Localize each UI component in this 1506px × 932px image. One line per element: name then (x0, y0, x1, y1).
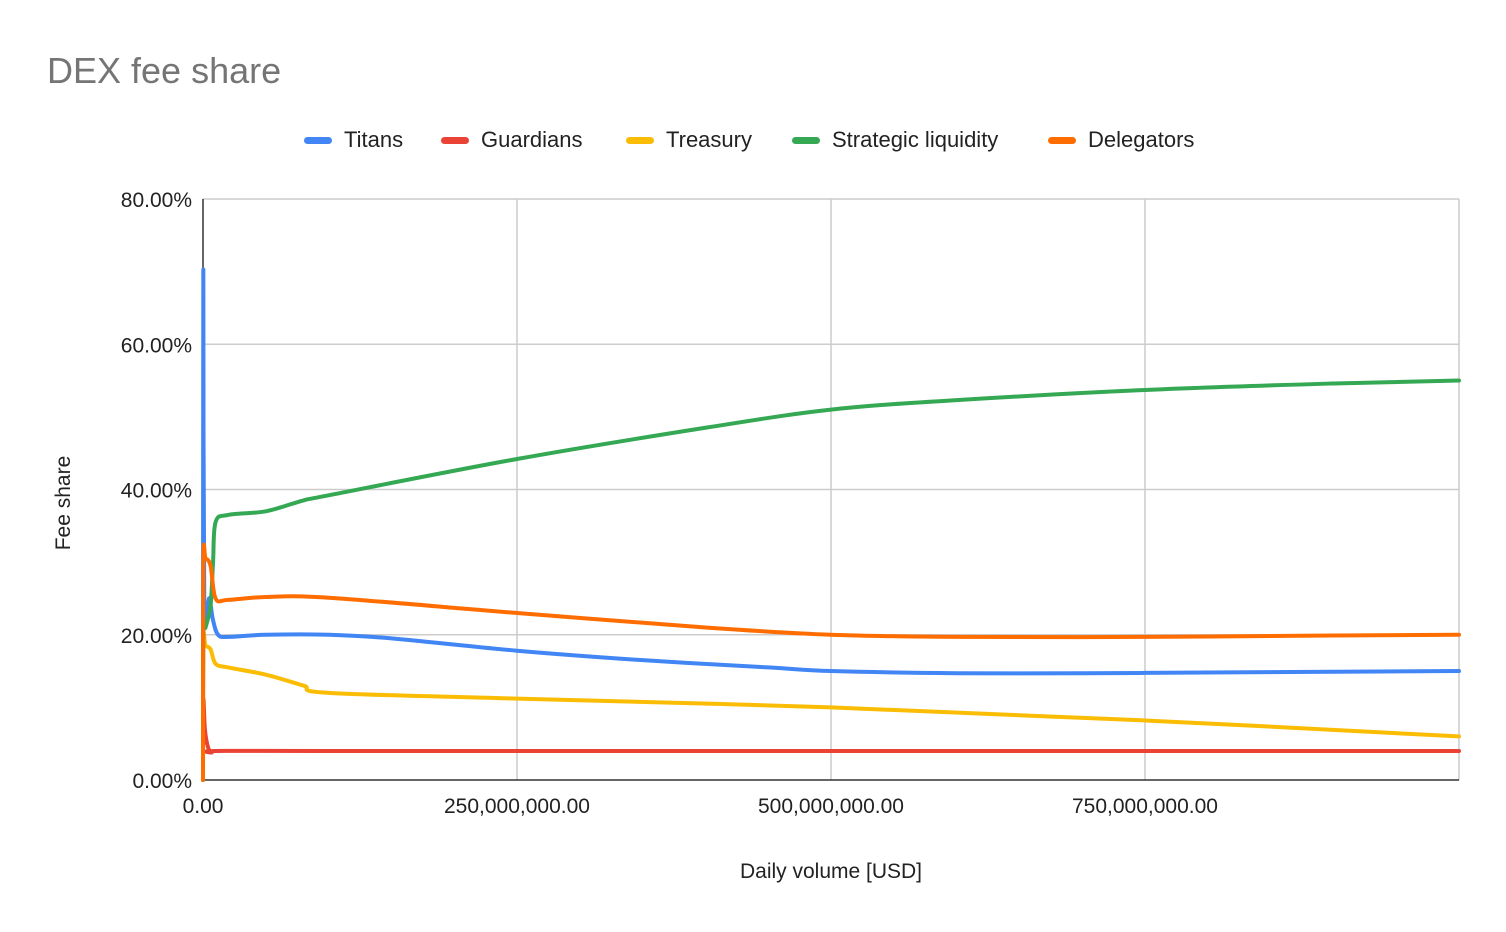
x-axis-title: Daily volume [USD] (740, 860, 922, 883)
legend-item-titans[interactable]: Titans (304, 124, 403, 156)
y-tick-label: 80.00% (121, 189, 192, 212)
y-tick-label: 40.00% (121, 480, 192, 503)
legend-item-guardians[interactable]: Guardians (441, 124, 583, 156)
legend-swatch (1048, 136, 1076, 144)
legend: Titans Guardians Treasury Strategic liquidi… (0, 124, 1506, 156)
chart-title: DEX fee share (47, 50, 282, 91)
legend-swatch (626, 136, 654, 144)
legend-item-delegators[interactable]: Delegators (1048, 124, 1194, 156)
legend-label: Guardians (481, 127, 583, 152)
grid-lines (203, 198, 1460, 780)
legend-swatch (304, 136, 332, 144)
legend-swatch (792, 136, 820, 144)
legend-label: Treasury (666, 127, 752, 152)
x-tick-label: 0.00 (183, 795, 224, 818)
x-tick-label: 500,000,000.00 (758, 795, 904, 818)
series-line-titans (201, 267, 1461, 782)
legend-item-treasury[interactable]: Treasury (626, 124, 752, 156)
series-line-delegators (201, 542, 1461, 782)
y-tick-label: 0.00% (132, 770, 192, 793)
series-line-treasury (201, 630, 1461, 782)
y-tick-label: 20.00% (121, 625, 192, 648)
legend-swatch (441, 136, 469, 144)
tick-labels: 0.00% 20.00% 40.00% 60.00% 80.00% 0.00 250,000… (121, 189, 1218, 818)
legend-label: Strategic liquidity (832, 127, 999, 152)
y-axis-title: Fee share (52, 456, 75, 551)
series-lines (201, 267, 1461, 782)
series-line-strategic-liquidity (201, 378, 1461, 782)
legend-item-strategic-liquidity[interactable]: Strategic liquidity (792, 124, 998, 156)
legend-label: Delegators (1088, 127, 1195, 152)
y-tick-label: 60.00% (121, 334, 192, 357)
x-tick-label: 250,000,000.00 (444, 795, 590, 818)
legend-label: Titans (344, 127, 404, 152)
x-tick-label: 750,000,000.00 (1072, 795, 1218, 818)
